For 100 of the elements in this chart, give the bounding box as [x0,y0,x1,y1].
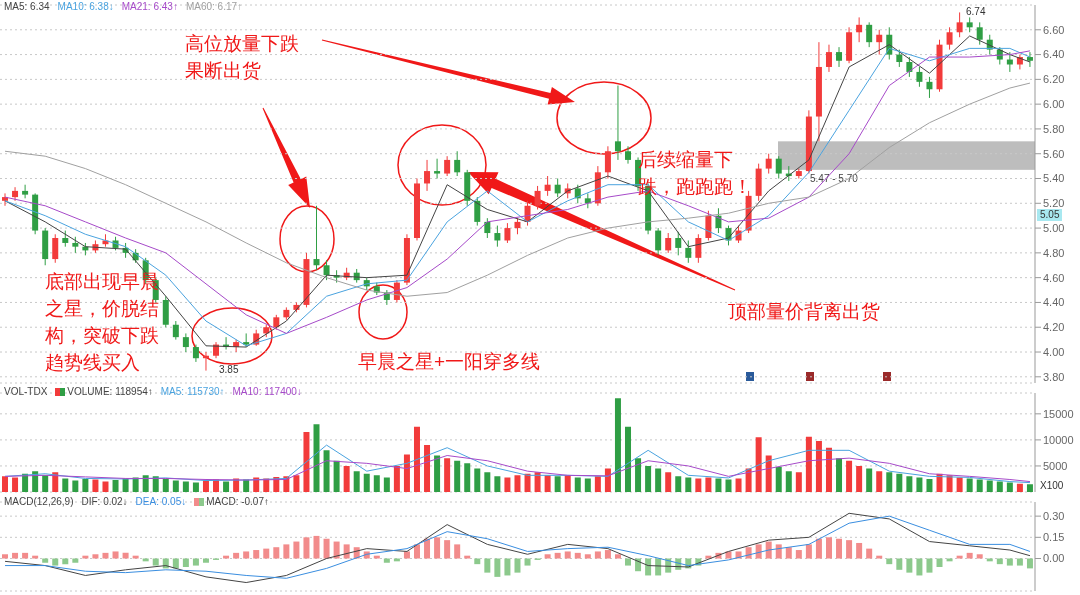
candlestick [695,233,702,264]
annotation: 6.74 [965,6,987,18]
bar [625,558,632,566]
bar [112,551,119,559]
bar [856,465,863,492]
y-tick-label: 15000 [1043,407,1074,420]
y-tick-label: 6.20 [1043,73,1065,86]
legend-label: VOLUME: 118954↑ [66,385,153,398]
bar [434,455,441,492]
bar [293,541,300,559]
bar [92,479,99,492]
bar [12,552,19,559]
candlestick [474,196,481,227]
bar [594,476,601,492]
candlestick [313,205,320,271]
bar [534,472,541,492]
bar [805,436,812,492]
bar [514,475,521,492]
y-tick-label: 6.00 [1043,98,1065,111]
bar [353,471,360,492]
candlestick [916,66,923,88]
bar [82,478,89,492]
y-tick-label: 4.80 [1043,246,1065,259]
bar [413,544,420,559]
bar [42,558,49,563]
bar [333,541,340,559]
bar [574,477,581,492]
bar [403,454,410,492]
bar [574,552,581,559]
bar [403,551,410,559]
bar [474,468,481,492]
bar [132,555,139,559]
bar [836,538,843,559]
bar [926,478,933,492]
bar [956,477,963,492]
bar [976,479,983,492]
candlestick [665,232,672,254]
bar [32,555,39,559]
bar [604,468,611,492]
bar [52,472,59,492]
bar [434,537,441,559]
bar [393,465,400,492]
bar [12,477,19,492]
candlestick [323,259,330,281]
bar [313,424,320,492]
bar [152,558,159,566]
candlestick [444,155,451,177]
bar [825,537,832,559]
y-tick-label: 5.80 [1043,122,1065,135]
bar [142,475,149,492]
candlestick [52,233,59,264]
bar [192,482,199,492]
y-tick-label: 4.60 [1043,271,1065,284]
bar [233,552,240,559]
bar [383,477,390,492]
bar [795,472,802,492]
bar [785,471,792,492]
y-tick-label: 10000 [1043,433,1074,446]
bar [554,476,561,492]
bar [514,558,521,573]
bar [996,481,1003,492]
bar [152,476,159,492]
annotation: 早晨之星+一阳穿多线 [358,350,541,374]
bar [614,554,621,559]
line-series [4,82,1031,297]
text: MA5: 6.34 [4,0,50,13]
candlestick [544,175,551,197]
bar [464,555,471,559]
bar [102,481,109,492]
bar [202,558,209,563]
bar [584,554,591,559]
bar [846,460,853,492]
candlestick [12,186,19,202]
candlestick [434,158,441,180]
bar [182,481,189,492]
bar [805,544,812,559]
candlestick [866,21,873,48]
bar [32,471,39,492]
bar [223,555,230,559]
candlestick [504,222,511,244]
y-tick-label: 0.00 [1043,552,1065,565]
bar [303,537,310,559]
bar [253,550,260,559]
bar [524,473,531,492]
bar [223,481,230,492]
bar [795,550,802,559]
bar [383,558,390,563]
text: MA60: 6.17↑ [185,0,243,13]
y-tick-label: 5.00 [1043,221,1065,234]
y-tick-label: 0.30 [1043,510,1065,523]
annotation: 顶部量价背离出货 [728,300,880,324]
candlestick [484,217,491,239]
bar [263,548,270,559]
bar [876,555,883,559]
bar [986,480,993,492]
text: X100 [1040,480,1064,492]
bar [72,558,79,563]
bar [584,478,591,492]
annotation: 高位放量下跌果断出货 [185,32,300,83]
bar [896,473,903,492]
